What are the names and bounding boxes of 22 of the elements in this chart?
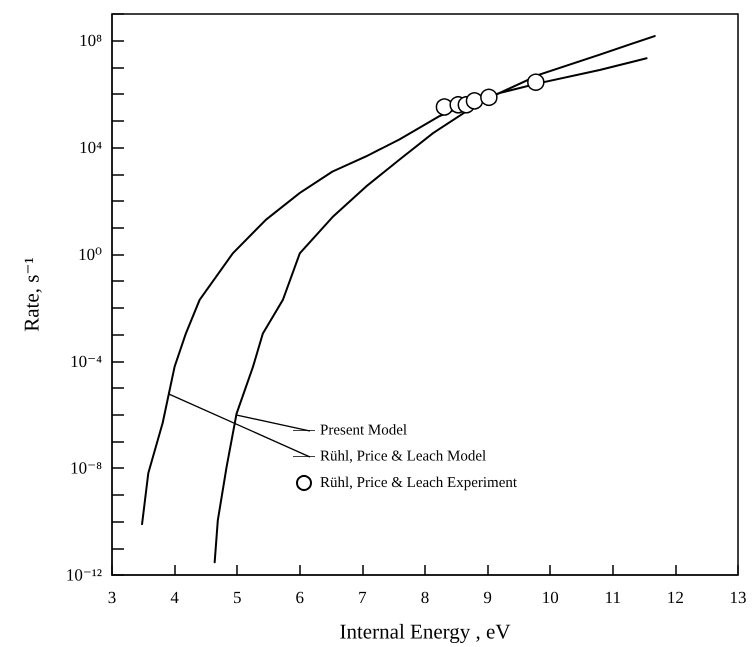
x-tick-label: 5	[232, 588, 242, 607]
y-tick-label: 10⁻⁴	[70, 352, 102, 371]
legend-label: Rühl, Price & Leach Model	[320, 448, 486, 464]
y-axis-title: Rate, s⁻¹	[20, 257, 44, 332]
x-tick-label: 7	[358, 588, 368, 607]
y-tick-label: 10⁰	[78, 244, 102, 264]
x-tick-label: 10	[542, 588, 559, 607]
x-tick-label: 6	[296, 588, 304, 607]
y-tick-label: 10⁻¹²	[66, 566, 102, 584]
x-tick-label: 12	[666, 588, 684, 607]
x-tick-label: 13	[730, 588, 746, 607]
legend-label: Present Model	[320, 422, 408, 438]
x-axis-title: Internal Energy , eV	[339, 620, 511, 644]
x-tick-label: 3	[108, 588, 116, 607]
y-tick-label: 10⁸	[79, 31, 102, 50]
x-tick-label: 9	[483, 588, 492, 607]
y-tick-label: 10⁻⁸	[70, 458, 102, 478]
legend-label: Rühl, Price & Leach Experiment	[320, 475, 518, 491]
y-tick-label: 10⁴	[79, 138, 102, 158]
x-tick-label: 4	[170, 588, 180, 607]
x-tick-label: 11	[604, 588, 621, 607]
x-tick-label: 8	[420, 588, 430, 607]
